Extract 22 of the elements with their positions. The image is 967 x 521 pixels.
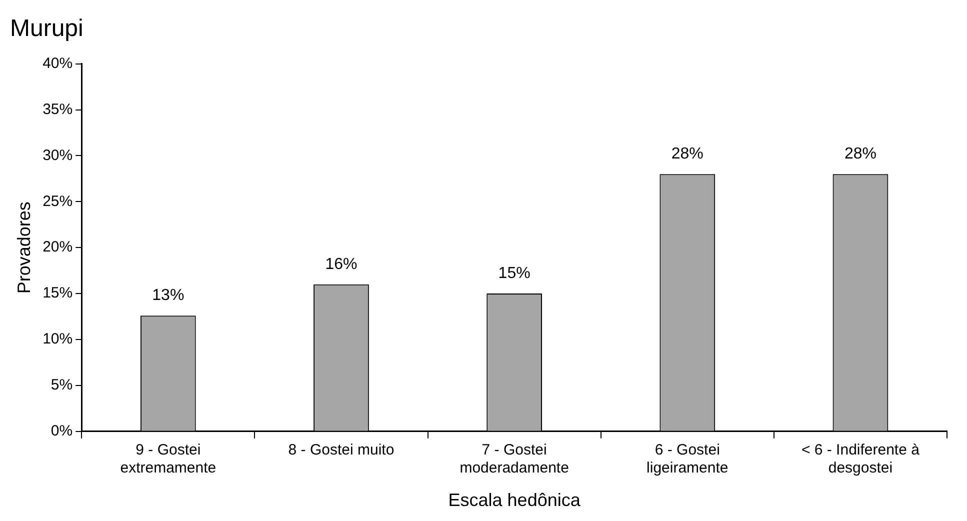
x-tick-label: 9 - Gostei extremamente [120, 442, 216, 477]
x-tick-label: 8 - Gostei muito [288, 442, 394, 459]
x-tick-label: 7 - Gostei moderadamente [460, 442, 569, 477]
y-tick-label: 10% [42, 330, 73, 348]
data-label: 13% [152, 287, 184, 304]
y-axis-title: Provadores [14, 202, 34, 294]
y-tick-label: 20% [42, 238, 73, 256]
x-tick-label: 6 - Gostei ligeiramente [646, 442, 728, 477]
data-label: 15% [498, 264, 530, 282]
x-axis-title: Escala hedônica [448, 490, 582, 510]
data-label: 28% [671, 145, 704, 162]
y-tick-label: 15% [42, 284, 73, 302]
y-tick-label: 25% [42, 192, 73, 210]
y-tick-label: 35% [42, 100, 73, 118]
y-tick-label: 40% [42, 54, 73, 72]
data-label: 16% [325, 256, 358, 273]
y-tick-label: 30% [42, 146, 73, 164]
y-tick-label: 5% [50, 376, 73, 394]
x-tick-label: < 6 - Indiferente à desgostei [801, 442, 920, 477]
data-label: 28% [844, 145, 876, 162]
chart-title: Murupi [10, 15, 84, 42]
y-tick-label: 0% [50, 422, 73, 440]
